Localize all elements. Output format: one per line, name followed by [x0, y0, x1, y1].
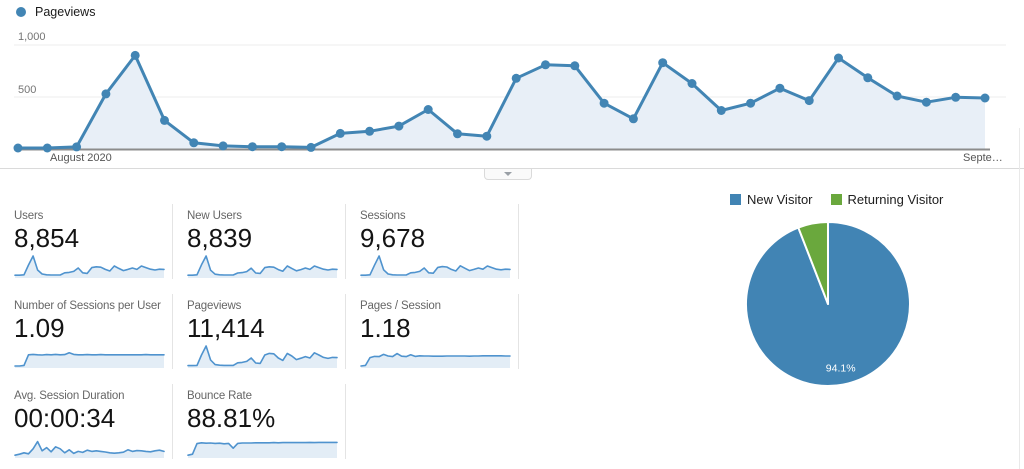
pie-legend: New Visitor Returning Visitor: [730, 192, 943, 207]
pie-slice-percent-label: 94.1%: [826, 363, 856, 375]
metric-sparkline: [360, 255, 511, 278]
metric-value: 9,678: [360, 223, 426, 253]
metric-label: Sessions: [360, 210, 406, 222]
metric-label: Pageviews: [187, 300, 242, 312]
metric-label: Number of Sessions per User: [14, 300, 161, 312]
section-divider: [0, 168, 1024, 169]
returning-visitor-swatch-icon: [830, 194, 842, 205]
metric-card-bounce-rate[interactable]: Bounce Rate 88.81%: [173, 384, 346, 459]
metric-sparkline: [187, 255, 338, 278]
x-axis-label-september: Septe…: [963, 152, 1003, 164]
metric-label: Avg. Session Duration: [14, 390, 125, 402]
metric-sparkline: [14, 440, 165, 458]
pie-legend-item-new-visitor[interactable]: New Visitor: [730, 192, 813, 207]
metric-sparkline: [187, 345, 338, 368]
y-axis-tick-500: 500: [18, 84, 37, 96]
y-axis-tick-1000: 1,000: [18, 31, 46, 43]
metric-card-pages-session[interactable]: Pages / Session 1.18: [346, 294, 519, 369]
new-visitor-label: New Visitor: [747, 192, 813, 207]
timeline-legend-item[interactable]: Pageviews: [16, 5, 95, 19]
pie-legend-item-returning-visitor[interactable]: Returning Visitor: [830, 192, 944, 207]
metric-card-pageviews[interactable]: Pageviews 11,414: [173, 294, 346, 369]
metric-sparkline: [360, 352, 511, 368]
metric-value: 1.18: [360, 313, 411, 343]
metric-value: 11,414: [187, 313, 265, 343]
visitor-type-pie-chart[interactable]: 94.1%: [745, 221, 911, 387]
metric-value: 8,839: [187, 223, 253, 253]
new-visitor-swatch-icon: [730, 194, 741, 205]
metric-sparkline: [14, 255, 165, 278]
metric-label: New Users: [187, 210, 242, 222]
metric-card-number-of-sessions-per-user[interactable]: Number of Sessions per User 1.09: [0, 294, 173, 369]
metric-label: Pages / Session: [360, 300, 441, 312]
metric-card-new-users[interactable]: New Users 8,839: [173, 204, 346, 279]
metric-label: Bounce Rate: [187, 390, 252, 402]
pageviews-legend-label: Pageviews: [35, 5, 96, 19]
metric-value: 00:00:34: [14, 403, 116, 433]
metric-card-avg-session-duration[interactable]: Avg. Session Duration 00:00:34: [0, 384, 173, 459]
metric-card-users[interactable]: Users 8,854: [0, 204, 173, 279]
metric-value: 8,854: [14, 223, 80, 253]
collapse-chart-handle[interactable]: [484, 169, 532, 180]
metric-card-sessions[interactable]: Sessions 9,678: [346, 204, 519, 279]
chevron-down-icon: [504, 172, 512, 176]
panel-right-edge: [1019, 128, 1020, 469]
metric-sparkline: [187, 441, 338, 458]
metric-cards-grid: Users 8,854 New Users 8,839 Sessions 9,6…: [0, 204, 519, 469]
metric-label: Users: [14, 210, 44, 222]
returning-visitor-label: Returning Visitor: [847, 192, 944, 207]
pageviews-line-chart[interactable]: [0, 30, 1010, 170]
x-axis-label-august: August 2020: [50, 152, 112, 164]
metric-value: 88.81%: [187, 403, 276, 433]
metric-value: 1.09: [14, 313, 65, 343]
pageviews-legend-dot-icon: [16, 7, 26, 17]
metric-sparkline: [14, 352, 165, 368]
